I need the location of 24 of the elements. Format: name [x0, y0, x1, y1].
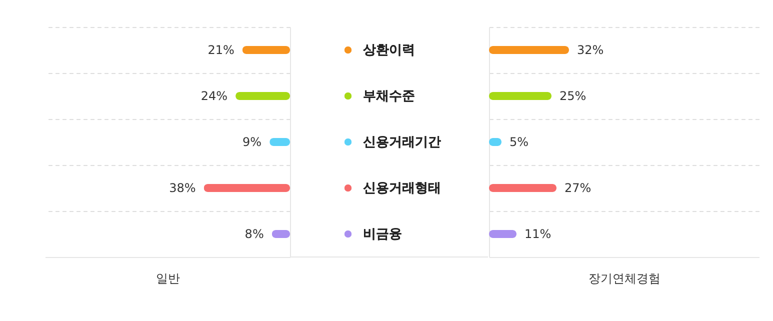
data-label: 21%: [208, 43, 234, 57]
bar: [489, 92, 552, 100]
bar: [489, 184, 556, 192]
category-label: 상환이력: [363, 43, 415, 58]
data-label: 11%: [524, 227, 552, 241]
category-label: 비금융: [363, 227, 402, 242]
data-label: 32%: [577, 43, 604, 57]
bar: [242, 46, 290, 54]
x-axis-title: 장기연체경험: [588, 272, 660, 286]
category-label: 신용거래형태: [363, 181, 441, 196]
category-label: 신용거래기간: [363, 135, 441, 150]
data-label: 25%: [560, 89, 586, 103]
data-label: 27%: [564, 181, 592, 195]
data-label: 8%: [244, 227, 264, 241]
bar: [236, 92, 290, 100]
data-label: 24%: [200, 89, 228, 103]
bar: [204, 184, 290, 192]
x-axis-title: 일반: [156, 272, 180, 286]
data-label: 5%: [510, 135, 529, 149]
category-label: 부채수준: [363, 89, 415, 104]
data-label: 9%: [242, 135, 262, 149]
data-label: 38%: [169, 181, 196, 195]
bar: [489, 46, 569, 54]
bar: [489, 230, 516, 238]
